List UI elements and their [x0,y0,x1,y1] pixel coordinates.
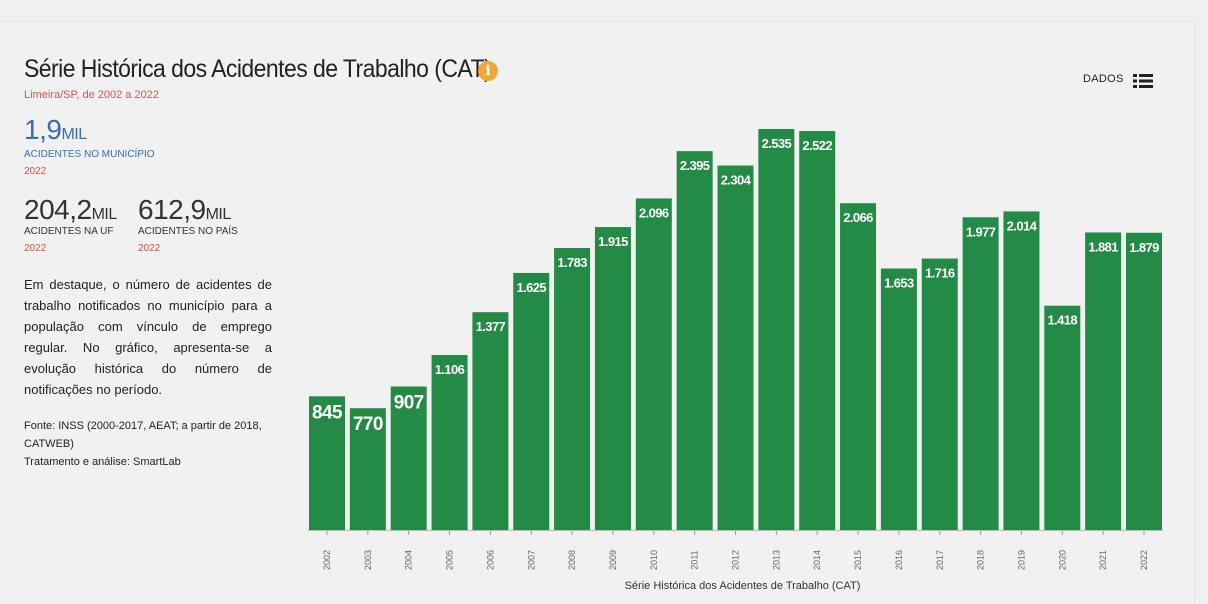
x-tick-label-2013: 2013 [771,550,781,570]
source: Fonte: INSS (2000-2017, AEAT; a partir d… [24,417,274,471]
x-tick-label-2007: 2007 [526,550,536,570]
data-label-2020: 1.418 [1048,313,1078,328]
data-label-2004: 907 [394,393,424,414]
x-tick-label-2006: 2006 [485,550,495,570]
stat-pais-label: ACIDENTES NO PAÍS [138,226,238,237]
bar-2013[interactable] [758,129,795,530]
x-tick-label-2017: 2017 [935,550,945,570]
x-tick-label-2014: 2014 [812,550,822,570]
page-title: Série Histórica dos Acidentes de Trabalh… [24,55,492,83]
subtitle: Limeira/SP, de 2002 a 2022 [24,89,159,101]
x-tick-label-2020: 2020 [1057,550,1067,570]
analysis-line: Tratamento e análise: SmartLab [24,456,181,468]
stat-pais-value: 612,9MIL [138,194,232,225]
bar-2010[interactable] [635,198,672,530]
bar-2009[interactable] [594,227,631,530]
x-tick-label-2002: 2002 [322,550,332,570]
stat-uf-year: 2022 [24,243,47,254]
bar-2012[interactable] [717,165,754,530]
list-icon[interactable] [1133,73,1153,89]
bar-2011[interactable] [676,151,713,531]
bar-2003[interactable] [349,408,386,530]
x-tick-label-2004: 2004 [404,550,414,570]
bar-2005[interactable] [431,355,468,530]
bar-2017[interactable] [921,258,958,530]
data-label-2022: 1.879 [1129,240,1159,255]
data-label-2007: 1.625 [516,280,546,295]
stat-uf-unit: MIL [91,206,118,223]
data-label-2008: 1.783 [557,255,587,270]
x-tick-label-2011: 2011 [690,550,700,569]
data-label-2017: 1.716 [925,266,955,281]
bar-2006[interactable] [472,312,509,530]
stat-pais-year: 2022 [138,243,161,254]
x-tick-label-2016: 2016 [894,550,904,570]
description: Em destaque, o número de acidentes de tr… [24,277,272,397]
x-tick-label-2005: 2005 [445,550,455,570]
bar-2015[interactable] [840,203,877,530]
source-line: Fonte: INSS (2000-2017, AEAT; a partir d… [24,420,262,450]
x-tick-label-2008: 2008 [567,550,577,570]
stat-pais-unit: MIL [205,206,232,223]
bar-chart: 845 2002 770 2003 907 2004 1.106 2005 1.377 2006 1… [308,129,1163,570]
bar-2008[interactable] [554,247,591,530]
stat-municipio-label: ACIDENTES NO MUNICÍPIO [24,149,155,160]
data-label-2005: 1.106 [435,362,465,377]
bar-2016[interactable] [880,268,917,530]
bar-2021[interactable] [1085,232,1122,530]
data-label-2015: 2.066 [843,210,873,225]
data-label-2003: 770 [353,414,383,435]
data-label-2021: 1.881 [1088,239,1118,254]
stat-municipio-value: 1,9MIL [24,114,87,145]
data-button[interactable]: DADOS [1083,73,1124,85]
bar-2004[interactable] [390,386,427,530]
data-label-2012: 2.304 [721,173,752,188]
data-label-2010: 2.096 [639,205,669,220]
data-label-2014: 2.522 [802,138,832,153]
bar-2007[interactable] [513,272,550,530]
x-tick-label-2018: 2018 [976,550,986,570]
data-label-2016: 1.653 [884,276,914,291]
bar-2019[interactable] [1003,211,1040,530]
stat-municipio-unit: MIL [61,126,87,143]
x-tick-label-2009: 2009 [608,550,618,570]
info-icon[interactable]: i [478,61,498,81]
data-label-2019: 2.014 [1007,218,1038,233]
bar-2022[interactable] [1126,232,1162,530]
stat-municipio-year: 2022 [24,166,47,177]
x-tick-label-2003: 2003 [363,550,373,570]
bar-2020[interactable] [1044,305,1081,530]
x-tick-label-2010: 2010 [649,550,659,570]
x-axis-title: Série Histórica dos Acidentes de Trabalh… [624,580,861,592]
bar-2018[interactable] [962,217,999,530]
x-tick-label-2019: 2019 [1016,550,1026,570]
data-label-2011: 2.395 [680,158,710,173]
data-label-2002: 845 [312,402,343,423]
x-tick-label-2012: 2012 [731,550,741,570]
bar-2002[interactable] [309,396,345,530]
data-label-2018: 1.977 [966,224,996,239]
bar-2014[interactable] [799,131,836,531]
stat-uf-value: 204,2MIL [24,194,118,225]
x-tick-label-2021: 2021 [1098,550,1108,570]
data-label-2006: 1.377 [476,319,506,334]
data-label-2009: 1.915 [598,234,628,249]
data-label-2013: 2.535 [762,136,792,151]
x-tick-label-2015: 2015 [853,550,863,570]
x-tick-label-2022: 2022 [1139,550,1149,570]
stat-uf-label: ACIDENTES NA UF [24,226,114,237]
